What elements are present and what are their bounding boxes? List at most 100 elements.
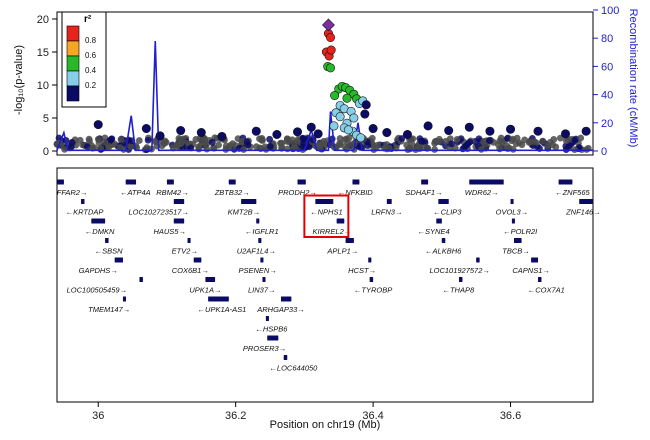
gene-exon-block	[193, 257, 202, 263]
x-axis: 36 36.2 36.4 36.6	[92, 402, 521, 422]
gene-name: SDHAF1	[405, 188, 435, 197]
gene-label: ←COX7A1	[528, 286, 565, 295]
background-snp-point	[345, 134, 353, 142]
gene-name: LOC101927572	[429, 266, 483, 275]
gene-name: NFKBID	[345, 188, 373, 197]
gene-label: LIN37→	[248, 286, 276, 295]
legend-title: r²	[84, 14, 92, 25]
gene-strand-arrow: ←	[120, 188, 128, 197]
background-snp-point	[252, 143, 260, 151]
gene-name: LOC644050	[277, 364, 318, 373]
gene-exon-block	[579, 199, 593, 204]
gene-exon-block	[281, 296, 292, 302]
gene-exon-block	[297, 179, 306, 185]
gene-label: ←DMKN	[85, 227, 115, 236]
gene-label: WDR62→	[465, 188, 499, 197]
gene-strand-arrow: ←	[269, 364, 277, 373]
x-tick-label: 36.2	[225, 410, 246, 422]
gene-name: WDR62	[465, 188, 492, 197]
gene-strand-arrow: ←	[418, 227, 426, 236]
gene-strand-arrow: →	[351, 247, 359, 256]
gene-exon-block	[438, 199, 449, 204]
background-snp-point	[201, 140, 209, 148]
gene-name: PRODH2	[278, 188, 310, 197]
snp-point	[343, 125, 353, 135]
snp-point	[272, 130, 282, 140]
snp-point	[581, 126, 591, 136]
gene-name: ZNF565	[562, 188, 591, 197]
gene-label: KIRREL2→	[312, 227, 351, 236]
gene-exon-block	[352, 179, 360, 185]
legend-bin-label: 0.2	[85, 81, 97, 90]
gene-exon-block	[531, 257, 539, 263]
background-snp-point	[144, 136, 152, 144]
gene-strand-arrow: →	[269, 266, 277, 275]
background-snp-point	[68, 139, 76, 146]
gene-label: ZNF146→	[565, 208, 601, 217]
legend-swatch	[66, 85, 80, 102]
background-snp-point	[583, 146, 590, 153]
gene-label: APLP1→	[326, 247, 358, 256]
y-right-tick-label: 20	[601, 118, 613, 130]
snp-point	[360, 109, 370, 119]
gene-name: LOC102723517	[128, 208, 182, 217]
gene-label: ←NPHS1	[310, 208, 343, 217]
snp-points	[93, 18, 591, 143]
snp-point	[329, 121, 339, 131]
y-left-tick-label: 0	[43, 146, 49, 158]
snp-point	[335, 112, 345, 122]
gene-strand-arrow: ←	[555, 188, 563, 197]
background-snp-point	[503, 142, 511, 150]
y-left-tick-label: 10	[37, 80, 49, 92]
background-snp-point	[504, 134, 511, 142]
association-panel-frame	[56, 11, 594, 156]
gene-exon-block	[228, 179, 236, 185]
gene-strand-arrow: →	[297, 305, 305, 314]
gene-strand-arrow: →	[279, 344, 287, 353]
snp-point	[217, 131, 227, 141]
y-axis-right: 0 20 40 60 80 100	[593, 5, 619, 158]
legend-bin-label: 0.4	[85, 66, 97, 75]
snp-point	[325, 63, 335, 73]
background-snp-point	[61, 146, 68, 153]
gene-exon-block	[511, 218, 515, 224]
gene-name: IGFLR1	[252, 227, 278, 236]
gene-name: FFAR2	[57, 188, 81, 197]
gene-label: ←CLIP3	[433, 208, 462, 217]
gene-label: TBCB→	[502, 247, 530, 256]
gene-name: ALKBH6	[432, 247, 463, 256]
background-snp-point	[179, 135, 187, 143]
snp-point	[444, 126, 454, 136]
gene-strand-arrow: ←	[255, 325, 263, 334]
background-snp-point	[525, 139, 533, 146]
gene-name: KMT2B	[228, 208, 253, 217]
gene-label: CAPNS1→	[512, 266, 550, 275]
gene-exon-block	[125, 179, 137, 185]
background-snp-point	[240, 146, 247, 153]
gene-label: ARHGAP33→	[256, 305, 305, 314]
gene-strand-arrow: →	[268, 247, 276, 256]
gene-name: LOC100505459	[67, 286, 121, 295]
gene-strand-arrow: →	[435, 188, 443, 197]
legend-swatch	[66, 70, 80, 87]
gene-name: ZNF146	[565, 208, 594, 217]
y-axis-left: 0 5 10 15 20	[37, 14, 57, 158]
gene-strand-arrow: ←	[85, 227, 93, 236]
gene-label: COX6B1→	[172, 266, 209, 275]
gene-name: HSPB6	[263, 325, 288, 334]
y-axis-title-right: Recombination rate (cM/Mb)	[627, 9, 639, 148]
gene-label: LOC101927572→	[429, 266, 489, 275]
snp-point	[93, 120, 103, 130]
gene-strand-arrow: →	[181, 188, 189, 197]
background-snp-point	[203, 145, 211, 153]
background-snp-point	[417, 137, 425, 145]
gene-label: LOC100505459→	[67, 286, 127, 295]
gene-strand-arrow: →	[542, 266, 550, 275]
gene-name: ZBTB32	[214, 188, 243, 197]
y-right-tick-label: 100	[601, 5, 619, 17]
background-snp-point	[477, 145, 485, 153]
gene-strand-arrow: →	[80, 188, 88, 197]
gene-strand-arrow: ←	[66, 208, 74, 217]
gene-exon-block	[368, 257, 372, 263]
